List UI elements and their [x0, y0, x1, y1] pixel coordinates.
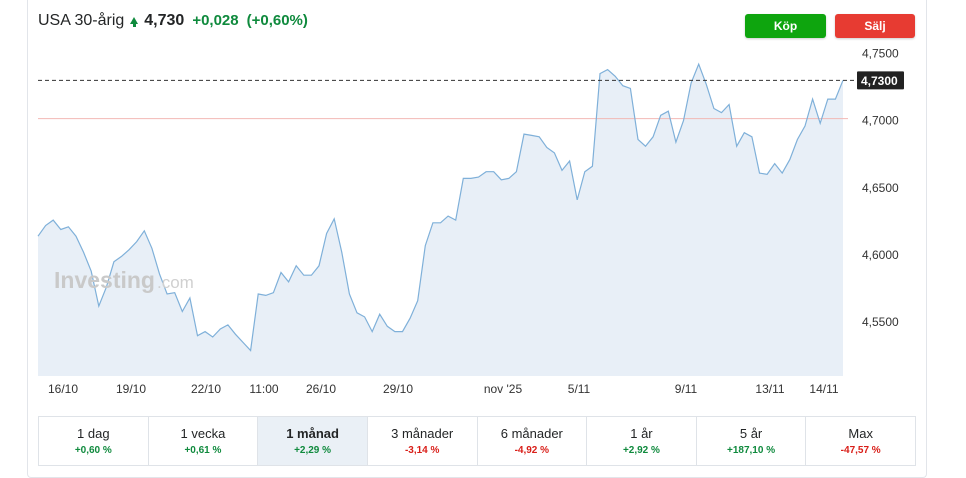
- current-value-label: 4,7300: [861, 74, 898, 88]
- range-option[interactable]: 1 månad +2,29 %: [258, 417, 368, 465]
- x-tick-label: 13/11: [755, 382, 784, 396]
- range-label: 1 vecka: [180, 426, 226, 441]
- range-change-value: +0,60 %: [74, 445, 112, 456]
- range-option[interactable]: 1 år +2,92 %: [587, 417, 697, 465]
- price-change: +0,028: [192, 12, 239, 29]
- range-label: 1 månad: [286, 426, 339, 441]
- range-change-value: +187,10 %: [727, 445, 776, 456]
- series-line: [37, 62, 844, 352]
- range-option[interactable]: 6 månader -4,92 %: [478, 417, 588, 465]
- buy-button[interactable]: Köp: [745, 14, 826, 38]
- watermark-suffix: .com: [157, 273, 194, 292]
- x-tick-label: 14/11: [809, 382, 838, 396]
- x-tick-label: 19/10: [116, 382, 146, 396]
- x-tick-label: 22/10: [191, 382, 221, 396]
- up-arrow-icon: [130, 17, 139, 27]
- range-label: 6 månader: [500, 426, 563, 441]
- range-label: 5 år: [739, 426, 763, 441]
- x-tick-label: 16/10: [48, 382, 78, 396]
- current-value-tag: [857, 71, 904, 90]
- range-change-value: +0,61 %: [184, 445, 222, 456]
- range-change-value: +2,29 %: [294, 445, 332, 456]
- watermark-brand: Investing: [54, 267, 155, 293]
- x-tick-label: 29/10: [383, 382, 413, 396]
- time-range-selector: 1 dag +0,60 % 1 vecka +0,61 % 1 månad +2,29 %…: [38, 416, 916, 466]
- range-label: Max: [848, 426, 873, 441]
- range-change-value: -47,57 %: [840, 445, 881, 456]
- instrument-title: USA 30-årig: [38, 12, 125, 29]
- y-tick-label: 4,7000: [862, 114, 899, 128]
- sell-button[interactable]: Sälj: [835, 14, 915, 38]
- y-tick-label: 4,6500: [862, 181, 899, 195]
- range-option[interactable]: 1 vecka +0,61 %: [149, 417, 259, 465]
- y-tick-label: 4,6000: [862, 248, 899, 262]
- range-change-value: +2,92 %: [622, 445, 660, 456]
- price-chart[interactable]: 4,5500 4,6000 4,6500 4,7000 4,7500 4,7300 16/1…: [28, 0, 928, 410]
- range-label: 3 månader: [391, 426, 454, 441]
- x-tick-label: nov '25: [484, 382, 523, 396]
- area-fill: [38, 64, 843, 376]
- quote-header: USA 30-årig 4,730 +0,028 (+0,60%): [38, 12, 308, 30]
- range-change-value: -3,14 %: [404, 445, 440, 456]
- x-tick-label: 26/10: [306, 382, 336, 396]
- range-option[interactable]: 1 dag +0,60 %: [39, 417, 149, 465]
- range-change-value: -4,92 %: [514, 445, 550, 456]
- range-option[interactable]: Max -47,57 %: [806, 417, 915, 465]
- last-price: 4,730: [144, 12, 185, 29]
- range-option[interactable]: 3 månader -3,14 %: [368, 417, 478, 465]
- range-option[interactable]: 5 år +187,10 %: [697, 417, 807, 465]
- x-tick-label: 5/11: [568, 382, 591, 396]
- x-tick-label: 9/11: [675, 382, 698, 396]
- y-tick-label: 4,5500: [862, 315, 899, 329]
- x-tick-label: 11:00: [249, 382, 278, 396]
- price-change-percent: (+0,60%): [246, 12, 308, 29]
- y-tick-label: 4,7500: [862, 46, 899, 60]
- range-label: 1 år: [630, 426, 653, 441]
- instrument-card: USA 30-årig 4,730 +0,028 (+0,60%) Köp Sä…: [27, 0, 927, 478]
- range-label: 1 dag: [77, 426, 110, 441]
